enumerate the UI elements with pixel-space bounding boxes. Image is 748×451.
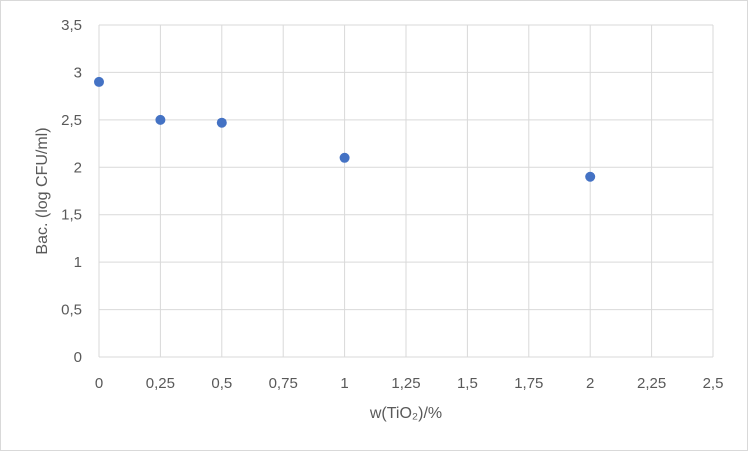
data-point <box>94 76 104 87</box>
x-tick-label: 0,25 <box>146 375 175 392</box>
y-tick-label: 3,5 <box>61 17 82 34</box>
y-tick-label: 0,5 <box>61 302 82 319</box>
x-tick-label: 2,5 <box>703 375 724 392</box>
y-tick-label: 3 <box>74 64 82 81</box>
data-point <box>585 171 596 182</box>
data-point <box>339 152 350 163</box>
x-tick-label: 0,5 <box>211 375 232 392</box>
y-tick-label: 1 <box>74 254 82 271</box>
y-tick-label: 2,5 <box>61 112 82 129</box>
x-tick-label: 1,75 <box>514 375 543 392</box>
x-tick-label: 1 <box>340 375 348 392</box>
y-axis-title: Bac. (log CFU/ml) <box>34 127 51 254</box>
gridlines <box>98 24 714 358</box>
y-tick-label: 0 <box>74 349 82 366</box>
y-tick-label: 1,5 <box>61 207 82 224</box>
x-tick-label: 1,25 <box>391 375 420 392</box>
x-tick-label: 2 <box>586 375 594 392</box>
data-points <box>94 76 596 182</box>
x-tick-label: 0 <box>95 375 103 392</box>
x-tick-label: 2,25 <box>637 375 666 392</box>
x-tick-label: 1,5 <box>457 375 478 392</box>
data-point <box>155 114 166 125</box>
x-tick-label: 0,75 <box>269 375 298 392</box>
data-point <box>216 117 227 128</box>
y-tick-labels: 0 0,5 1 1,5 2 2,5 3 3,5 <box>61 17 82 366</box>
x-tick-labels: 0 0,25 0,5 0,75 1 1,25 1,5 1,75 2 2,25 2,5 <box>95 375 724 392</box>
y-tick-label: 2 <box>74 159 82 176</box>
x-axis-title: w(TiO₂)/% <box>369 405 442 422</box>
